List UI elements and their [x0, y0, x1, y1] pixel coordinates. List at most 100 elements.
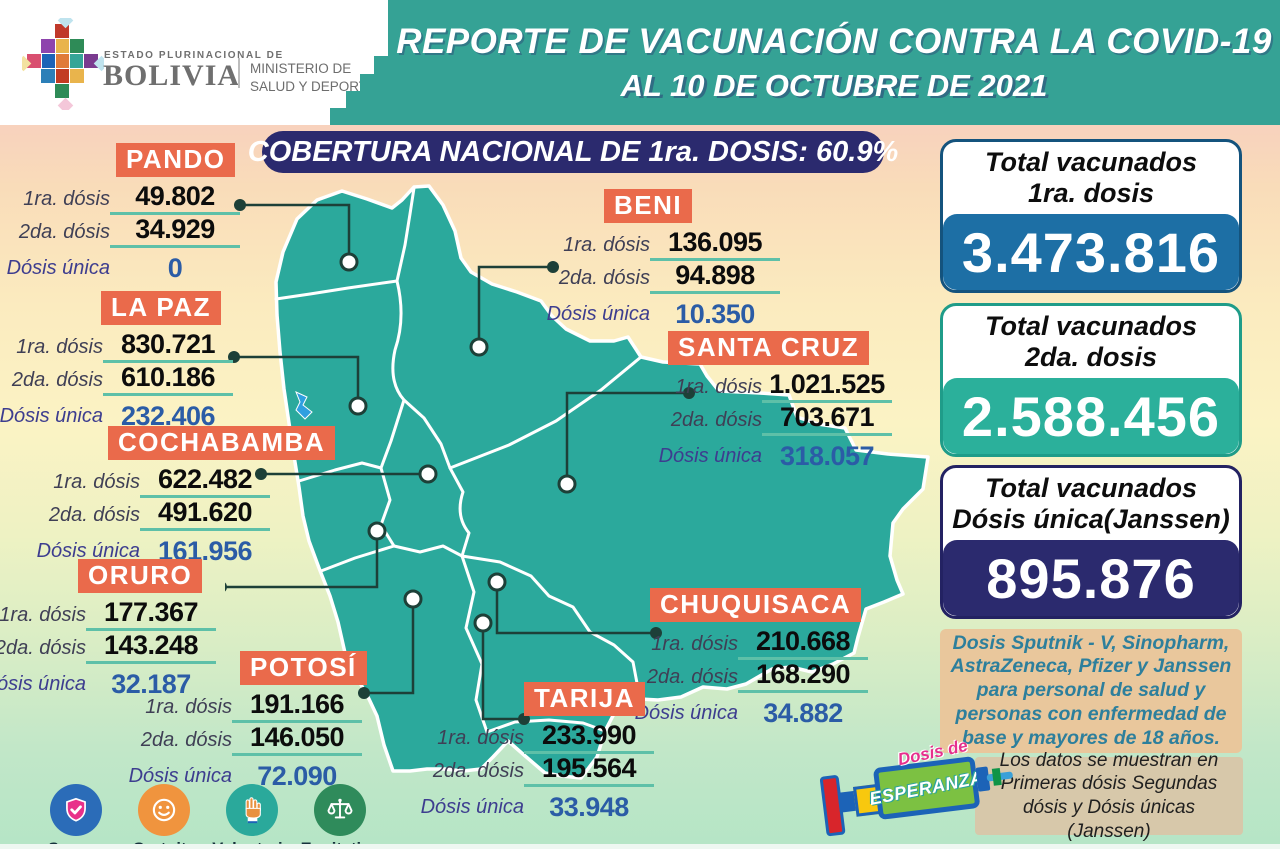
total-second-dose-value: 2.588.456: [943, 378, 1239, 454]
lake-titicaca: [295, 391, 313, 420]
dept-title: SANTA CRUZ: [668, 331, 870, 365]
state-label: ESTADO PLURINACIONAL DE: [104, 50, 284, 61]
syringe-needle-band: [991, 767, 1002, 786]
total-single-dose-panel: Total vacunados Dósis única(Janssen) 895…: [940, 465, 1242, 619]
first-dose-label: 1ra. dósis: [563, 234, 650, 256]
second-dose-value: 146.050: [232, 722, 362, 756]
second-dose-label: 2da. dósis: [670, 409, 762, 431]
single-dose-label: Dósis única: [420, 796, 524, 818]
dept-block-oruro: ORURO 1ra. dósis 177.367 2da. dósis 143.24…: [0, 559, 216, 700]
panel-title: Total vacunados 2da. dosis: [984, 310, 1198, 372]
report-title: REPORTE DE VACUNACIÓN CONTRA LA COVID-19: [396, 21, 1272, 61]
brand-divider: [238, 58, 240, 88]
second-dose-value: 94.898: [650, 260, 780, 294]
total-first-dose-panel: Total vacunados 1ra. dosis 3.473.816: [940, 139, 1242, 293]
second-dose-value: 610.186: [103, 362, 233, 396]
principle-voluntaria: Voluntaria: [212, 784, 292, 849]
smiley-icon: [138, 784, 190, 836]
dept-title: PANDO: [116, 143, 236, 177]
bolivia-map: [225, 184, 930, 780]
dept-block-santa-cruz: SANTA CRUZ 1ra. dósis 1.021.525 2da. dósi…: [652, 331, 892, 472]
second-dose-value: 703.671: [762, 402, 892, 436]
principle-equitativa: Equitativa: [301, 784, 379, 849]
second-dose-value: 143.248: [86, 630, 216, 664]
bottom-edge-strip: [0, 844, 1280, 849]
dept-block-potosi: POTOSÍ 1ra. dósis 191.166 2da. dósis 146.0…: [129, 651, 367, 792]
dept-block-tarija: TARIJA 1ra. dósis 233.990 2da. dósis 195.5…: [421, 682, 654, 823]
vaccines-note: Dosis Sputnik - V, Sinopharm, AstraZenec…: [940, 629, 1242, 753]
dept-block-la-paz: LA PAZ 1ra. dósis 830.721 2da. dósis 610.1…: [0, 291, 233, 432]
dept-title: ORURO: [78, 559, 203, 593]
ministry-name: MINISTERIO DE SALUD Y DEPORTES: [250, 61, 386, 94]
second-dose-label: 2da. dósis: [11, 369, 103, 391]
first-dose-label: 1ra. dósis: [675, 376, 762, 398]
panel-title: Total vacunados Dósis única(Janssen): [952, 472, 1230, 534]
teal-step-decoration: [330, 108, 388, 125]
dept-title: COCHABAMBA: [108, 426, 336, 460]
dept-title: BENI: [604, 189, 693, 223]
single-dose-value: 33.948: [549, 792, 629, 822]
department-borders: [274, 186, 643, 734]
total-single-dose-value: 895.876: [943, 540, 1239, 616]
first-dose-label: 1ra. dósis: [16, 336, 103, 358]
first-dose-value: 191.166: [232, 689, 362, 723]
single-dose-label: Dósis única: [128, 765, 232, 787]
badge-title: ESPERANZA: [867, 766, 986, 809]
single-dose-label: Dósis única: [634, 702, 738, 724]
single-dose-label: Dósis única: [6, 257, 110, 279]
first-dose-label: 1ra. dósis: [0, 604, 86, 626]
teal-step-decoration: [346, 91, 388, 108]
header: ESTADO PLURINACIONAL DE BOLIVIA MINISTER…: [0, 0, 1280, 125]
first-dose-value: 1.021.525: [762, 369, 892, 403]
first-dose-label: 1ra. dósis: [145, 696, 232, 718]
vaccination-principles: Segura Gratuita: [40, 784, 379, 849]
single-dose-value: 318.057: [779, 441, 875, 471]
total-second-dose-panel: Total vacunados 2da. dosis 2.588.456: [940, 303, 1242, 457]
dept-block-beni: BENI 1ra. dósis 136.095 2da. dósis 94.898 …: [547, 189, 780, 330]
callout-connectors: [225, 203, 689, 721]
first-dose-label: 1ra. dósis: [437, 727, 524, 749]
single-dose-label: Dósis única: [0, 673, 86, 695]
report-title-band: REPORTE DE VACUNACIÓN CONTRA LA COVID-19…: [388, 0, 1280, 125]
first-dose-value: 233.990: [524, 720, 654, 754]
single-dose-value: 34.882: [763, 698, 843, 728]
single-dose-label: Dósis única: [36, 540, 140, 562]
callout-endpoint-dots: [225, 199, 695, 725]
dept-title: POTOSÍ: [240, 651, 367, 685]
dept-block-pando: PANDO 1ra. dósis 49.802 2da. dósis 34.929 …: [7, 143, 240, 284]
second-dose-value: 34.929: [110, 214, 240, 248]
dept-block-chuquisaca: CHUQUISACA 1ra. dósis 210.668 2da. dósis 1…: [634, 588, 868, 729]
total-first-dose-value: 3.473.816: [943, 214, 1239, 290]
dept-title: LA PAZ: [101, 291, 221, 325]
single-dose-label: Dósis única: [546, 303, 650, 325]
second-dose-value: 168.290: [738, 659, 868, 693]
first-dose-value: 830.721: [103, 329, 233, 363]
national-coverage-banner: COBERTURA NACIONAL DE 1ra. DOSIS: 60.9%: [248, 131, 898, 173]
second-dose-value: 195.564: [524, 753, 654, 787]
first-dose-value: 49.802: [110, 181, 240, 215]
principle-segura: Segura: [40, 784, 112, 849]
principle-gratuita: Gratuita: [128, 784, 200, 849]
second-dose-label: 2da. dósis: [48, 504, 140, 526]
second-dose-value: 491.620: [140, 497, 270, 531]
data-presentation-note: Los datos se muestran en Primeras dósis …: [975, 750, 1243, 842]
single-dose-value: 0: [167, 253, 183, 283]
first-dose-value: 136.095: [650, 227, 780, 261]
header-brand-area: ESTADO PLURINACIONAL DE BOLIVIA MINISTER…: [0, 0, 388, 125]
single-dose-label: Dósis única: [658, 445, 762, 467]
single-dose-value: 72.090: [257, 761, 337, 791]
panel-title: Total vacunados 1ra. dosis: [984, 146, 1198, 208]
first-dose-label: 1ra. dósis: [651, 633, 738, 655]
teal-step-decoration: [374, 56, 388, 74]
balance-scale-icon: [314, 784, 366, 836]
single-dose-label: Dósis única: [0, 405, 103, 427]
first-dose-value: 210.668: [738, 626, 868, 660]
dept-block-cochabamba: COCHABAMBA 1ra. dósis 622.482 2da. dósis 4…: [20, 426, 336, 567]
first-dose-value: 177.367: [86, 597, 216, 631]
single-dose-value: 32.187: [111, 669, 191, 699]
first-dose-label: 1ra. dósis: [23, 188, 110, 210]
single-dose-value: 10.350: [675, 299, 755, 329]
second-dose-label: 2da. dósis: [432, 760, 524, 782]
dept-title: CHUQUISACA: [650, 588, 862, 622]
